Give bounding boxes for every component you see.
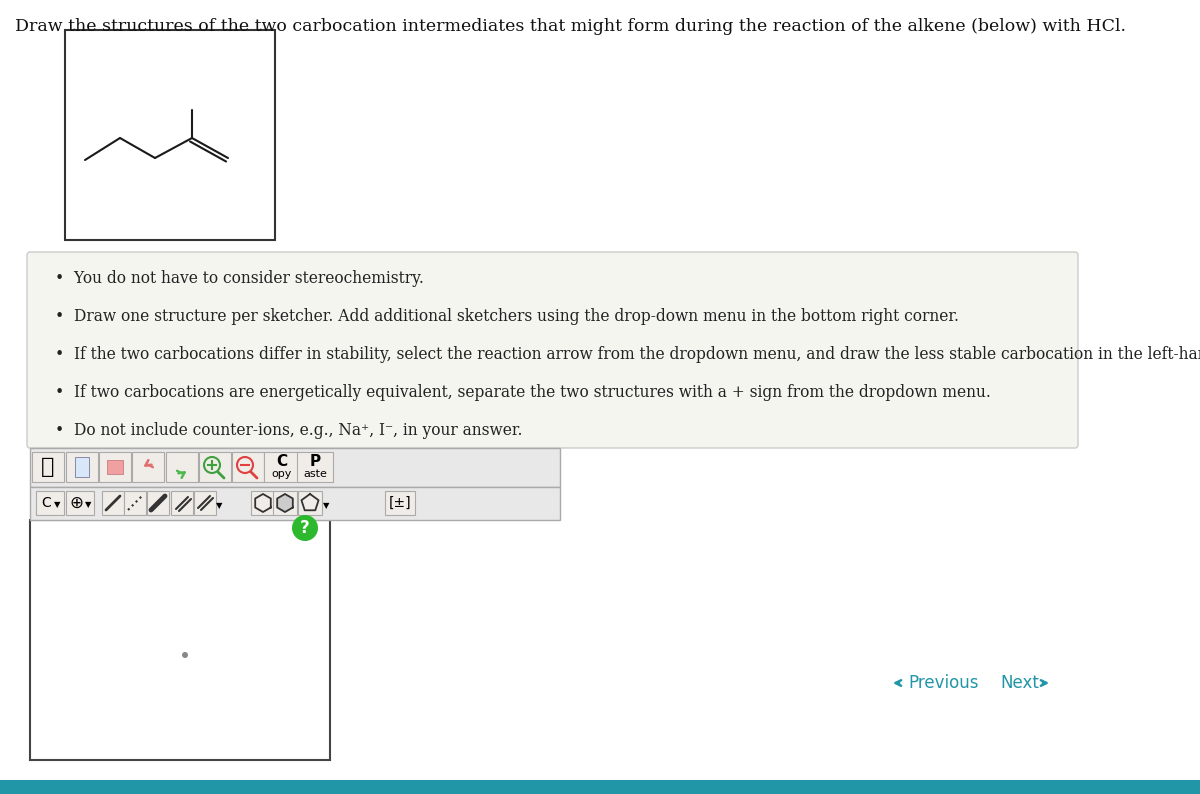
Text: Next: Next — [1000, 674, 1039, 692]
Text: Draw the structures of the two carbocation intermediates that might form during : Draw the structures of the two carbocati… — [14, 18, 1126, 35]
Bar — [264, 452, 300, 482]
Bar — [132, 452, 164, 482]
Bar — [74, 457, 89, 477]
Bar — [32, 452, 64, 482]
Bar — [66, 491, 94, 515]
FancyBboxPatch shape — [28, 252, 1078, 448]
Bar — [36, 491, 64, 515]
Bar — [166, 452, 198, 482]
Text: opy: opy — [272, 469, 292, 479]
Bar — [199, 452, 230, 482]
Text: [±]: [±] — [389, 496, 412, 510]
Text: C: C — [41, 496, 50, 510]
Text: •  Draw one structure per sketcher. Add additional sketchers using the drop-down: • Draw one structure per sketcher. Add a… — [55, 308, 959, 325]
Text: Previous: Previous — [908, 674, 978, 692]
Bar — [107, 460, 124, 474]
Text: •  You do not have to consider stereochemistry.: • You do not have to consider stereochem… — [55, 270, 424, 287]
Text: ▼: ▼ — [323, 502, 329, 511]
Bar — [30, 448, 560, 487]
Bar — [274, 491, 298, 515]
Bar — [298, 491, 322, 515]
Bar — [30, 520, 330, 760]
Text: aste: aste — [304, 469, 326, 479]
Text: C: C — [276, 454, 288, 469]
Text: •  If two carbocations are energetically equivalent, separate the two structures: • If two carbocations are energetically … — [55, 384, 991, 401]
Circle shape — [182, 652, 188, 658]
Text: 🖐: 🖐 — [41, 457, 55, 477]
Text: P: P — [310, 454, 320, 469]
Bar — [65, 30, 275, 240]
Bar — [30, 487, 560, 520]
Bar — [298, 452, 334, 482]
Text: •  If the two carbocations differ in stability, select the reaction arrow from t: • If the two carbocations differ in stab… — [55, 346, 1200, 363]
Bar — [385, 491, 415, 515]
Text: •  Do not include counter-ions, e.g., Na⁺, I⁻, in your answer.: • Do not include counter-ions, e.g., Na⁺… — [55, 422, 522, 439]
Bar — [124, 491, 146, 515]
Bar — [148, 491, 169, 515]
Text: ⊕: ⊕ — [70, 494, 83, 512]
Text: ▼: ▼ — [85, 500, 91, 510]
Text: ▼: ▼ — [54, 500, 60, 510]
Bar — [66, 452, 98, 482]
Polygon shape — [277, 494, 293, 512]
Text: ▼: ▼ — [216, 502, 222, 511]
Bar — [172, 491, 193, 515]
Bar — [232, 452, 264, 482]
Text: ?: ? — [300, 519, 310, 537]
Circle shape — [292, 515, 318, 541]
Bar — [194, 491, 216, 515]
Bar — [98, 452, 131, 482]
Bar — [0, 780, 1200, 794]
Bar — [251, 491, 275, 515]
Bar — [102, 491, 124, 515]
